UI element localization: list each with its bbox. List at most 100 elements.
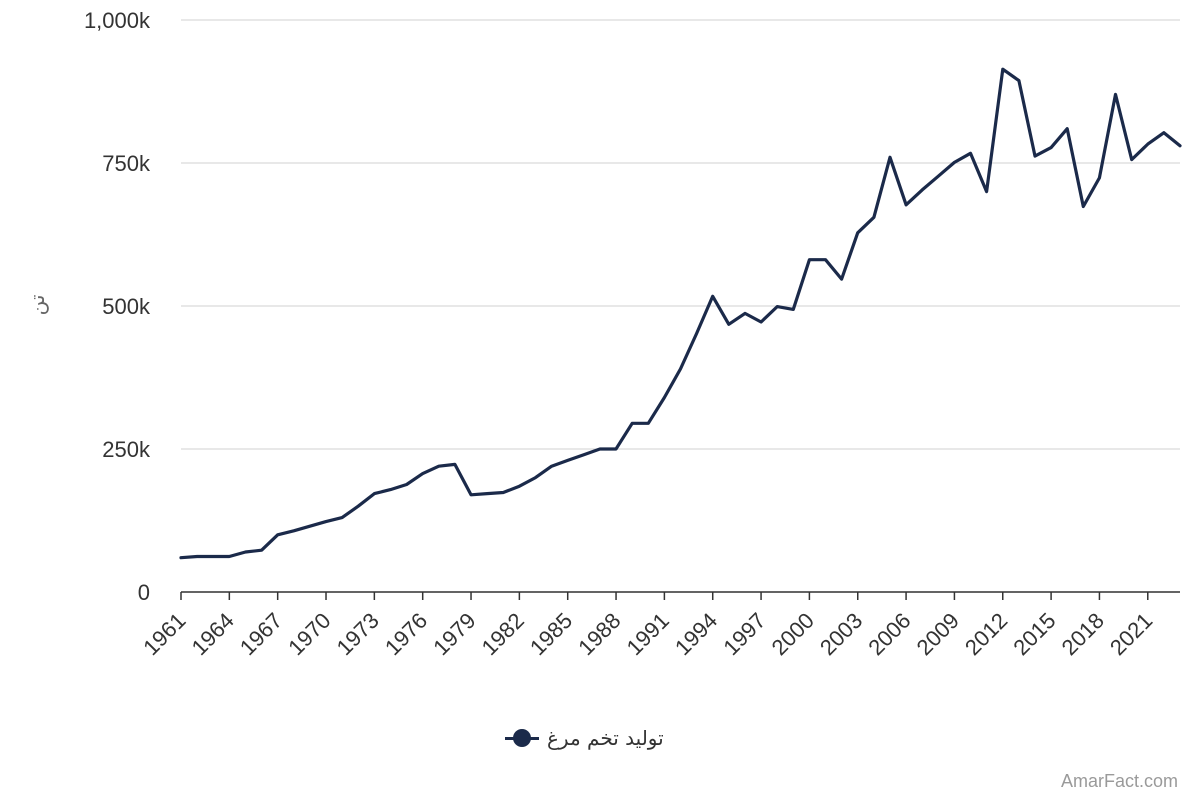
data-point[interactable] <box>965 147 977 159</box>
x-axis: 1961196419671970197319761979198219851988… <box>138 591 1180 660</box>
data-point[interactable] <box>707 290 719 302</box>
data-point[interactable] <box>868 211 880 223</box>
data-point[interactable] <box>1077 200 1089 212</box>
data-point[interactable] <box>1158 127 1170 139</box>
data-point[interactable] <box>1093 172 1105 184</box>
data-point[interactable] <box>900 199 912 211</box>
data-point[interactable] <box>1061 123 1073 135</box>
y-axis: 0 250k 500k 750k 1,000k <box>84 8 151 605</box>
data-point[interactable] <box>916 184 928 196</box>
x-tick-label: 1985 <box>525 608 577 660</box>
data-point[interactable] <box>352 500 364 512</box>
x-tick-label: 2000 <box>767 608 819 660</box>
x-tick-label: 1994 <box>670 608 722 660</box>
data-point[interactable] <box>562 454 574 466</box>
data-point[interactable] <box>191 551 203 563</box>
data-point[interactable] <box>239 546 251 558</box>
x-tick-label: 1961 <box>138 608 190 660</box>
data-point[interactable] <box>320 516 332 528</box>
x-tick-label: 2006 <box>863 608 915 660</box>
legend-series-marker <box>505 728 539 748</box>
data-point[interactable] <box>433 460 445 472</box>
data-point[interactable] <box>1045 142 1057 154</box>
data-point[interactable] <box>820 254 832 266</box>
y-tick-label: 750k <box>102 151 151 176</box>
data-point[interactable] <box>642 417 654 429</box>
data-point[interactable] <box>449 458 461 470</box>
x-tick-label: 1997 <box>718 608 770 660</box>
x-tick-label: 2009 <box>912 608 964 660</box>
data-point[interactable] <box>401 478 413 490</box>
data-point[interactable] <box>288 525 300 537</box>
data-point[interactable] <box>529 472 541 484</box>
y-tick-label: 250k <box>102 437 151 462</box>
legend-series-label: تولید تخم مرغ <box>547 726 664 750</box>
data-point[interactable] <box>691 327 703 339</box>
data-point[interactable] <box>675 363 687 375</box>
y-tick-label: 0 <box>138 580 150 605</box>
data-point[interactable] <box>755 316 767 328</box>
data-point[interactable] <box>513 480 525 492</box>
x-tick-label: 2018 <box>1057 608 1109 660</box>
data-point[interactable] <box>658 392 670 404</box>
data-point[interactable] <box>626 417 638 429</box>
data-point[interactable] <box>207 551 219 563</box>
data-point[interactable] <box>997 63 1009 75</box>
data-point[interactable] <box>948 156 960 168</box>
data-point[interactable] <box>739 307 751 319</box>
data-point[interactable] <box>803 254 815 266</box>
data-point[interactable] <box>884 151 896 163</box>
data-point[interactable] <box>787 303 799 315</box>
data-point[interactable] <box>272 529 284 541</box>
x-tick-label: 1988 <box>573 608 625 660</box>
x-tick-label: 1982 <box>477 608 529 660</box>
data-point[interactable] <box>981 186 993 198</box>
data-point[interactable] <box>610 443 622 455</box>
data-point[interactable] <box>578 449 590 461</box>
watermark: AmarFact.com <box>1060 771 1178 791</box>
x-tick-label: 2015 <box>1008 608 1060 660</box>
data-point[interactable] <box>417 468 429 480</box>
data-point[interactable] <box>836 273 848 285</box>
data-point[interactable] <box>336 512 348 524</box>
data-point[interactable] <box>1142 138 1154 150</box>
data-point[interactable] <box>1126 154 1138 166</box>
data-point[interactable] <box>497 486 509 498</box>
legend[interactable]: تولید تخم مرغ <box>505 726 664 750</box>
x-tick-label: 1964 <box>187 608 239 660</box>
data-point[interactable] <box>368 488 380 500</box>
data-point[interactable] <box>384 484 396 496</box>
data-point[interactable] <box>223 551 235 563</box>
x-tick-label: 2021 <box>1105 608 1157 660</box>
x-tick-label: 2003 <box>815 608 867 660</box>
data-point[interactable] <box>852 227 864 239</box>
data-point[interactable] <box>546 460 558 472</box>
x-tick-label: 2012 <box>960 608 1012 660</box>
data-point[interactable] <box>932 170 944 182</box>
data-point[interactable] <box>771 301 783 313</box>
series-line[interactable] <box>179 67 1182 560</box>
data-point[interactable] <box>723 318 735 330</box>
y-axis-label: تن <box>25 295 49 316</box>
data-point[interactable] <box>1110 88 1122 100</box>
y-tick-label: 500k <box>102 294 151 319</box>
x-tick-label: 1967 <box>235 608 287 660</box>
data-point[interactable] <box>256 544 268 556</box>
series-layer <box>175 63 1186 564</box>
data-point[interactable] <box>465 489 477 501</box>
x-tick-label: 1991 <box>622 608 674 660</box>
grid-lines <box>181 19 1180 593</box>
data-point[interactable] <box>175 552 187 564</box>
data-point[interactable] <box>481 488 493 500</box>
y-tick-label: 1,000k <box>84 8 151 33</box>
x-tick-label: 1979 <box>428 608 480 660</box>
x-tick-label: 1973 <box>332 608 384 660</box>
x-tick-label: 1976 <box>380 608 432 660</box>
data-point[interactable] <box>1013 75 1025 87</box>
data-point[interactable] <box>1174 140 1186 152</box>
data-point[interactable] <box>594 443 606 455</box>
data-point[interactable] <box>1029 150 1041 162</box>
x-tick-label: 1970 <box>283 608 335 660</box>
data-point[interactable] <box>304 520 316 532</box>
